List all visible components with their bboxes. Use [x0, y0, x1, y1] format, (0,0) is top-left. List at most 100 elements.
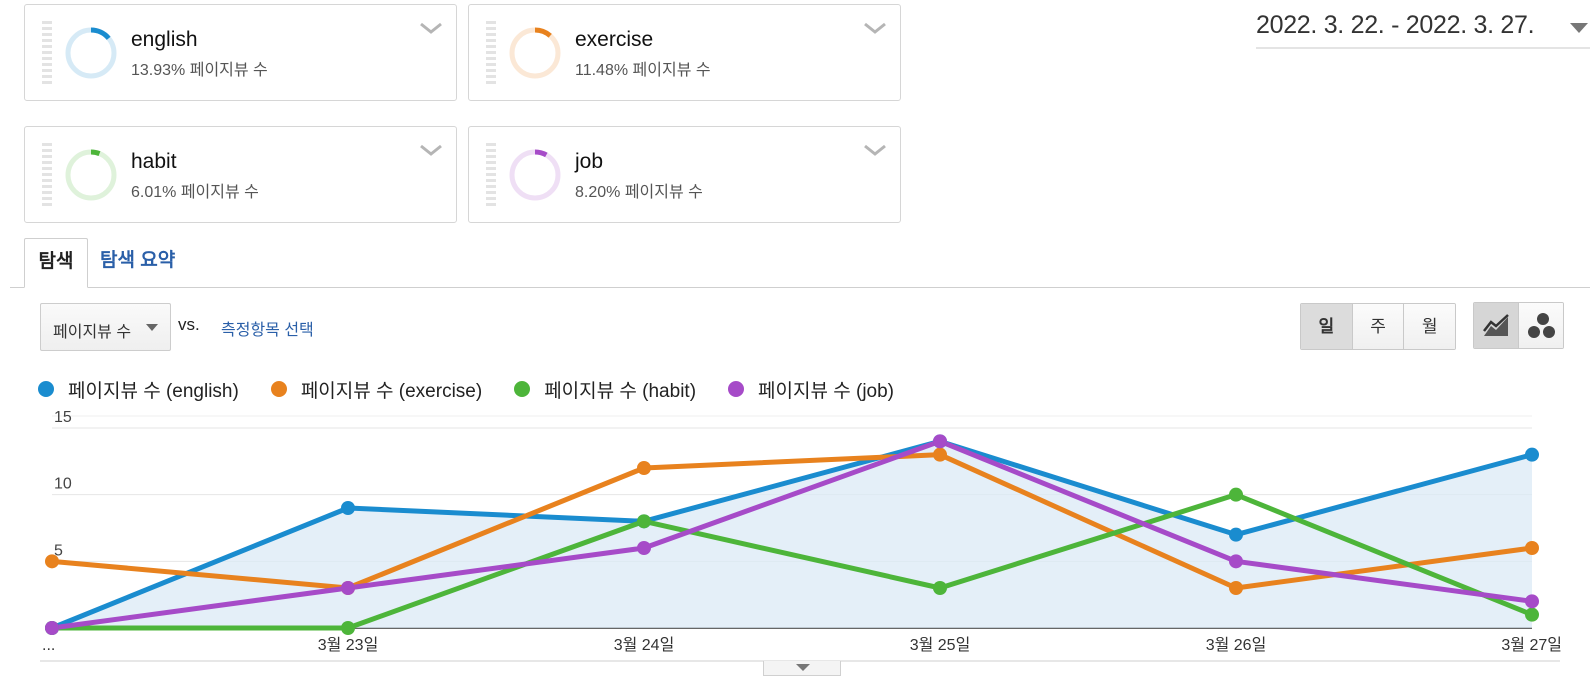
legend-label: 페이지뷰 수 (english)	[68, 380, 239, 402]
granularity-week-button[interactable]: 주	[1352, 304, 1405, 349]
expand-chart-button[interactable]	[763, 661, 841, 676]
y-tick-label: 5	[54, 542, 63, 559]
data-point	[341, 501, 355, 515]
segment-card-english[interactable]: english 13.93% 페이지뷰 수	[24, 4, 457, 101]
granularity-day-button[interactable]: 일	[1301, 304, 1353, 349]
ring-track	[65, 149, 117, 201]
segment-metric-label: 페이지뷰 수	[180, 184, 259, 201]
data-point	[45, 554, 59, 569]
vs-label: vs.	[178, 315, 200, 334]
ring-track	[509, 27, 561, 79]
data-point	[1229, 554, 1243, 569]
metric-dropdown-label: 페이지뷰 수	[53, 324, 132, 341]
select-metric-link[interactable]: 측정항목 선택	[221, 322, 314, 339]
tab-explorer[interactable]: 탐색	[24, 238, 88, 288]
chart-type-toggle	[1473, 302, 1564, 349]
segment-percent: 8.20%	[575, 184, 621, 201]
motion-chart-icon	[1528, 312, 1555, 338]
legend-label: 페이지뷰 수 (habit)	[544, 380, 697, 402]
legend-dot	[270, 381, 287, 397]
area-fill	[52, 441, 1532, 628]
x-tick-label: ...	[42, 637, 55, 654]
data-point	[1229, 527, 1243, 542]
line-chart-icon	[1483, 313, 1509, 336]
chevron-down-icon[interactable]	[862, 139, 888, 161]
data-point	[637, 541, 651, 555]
segment-percent: 6.01%	[131, 184, 177, 201]
y-tick-label: 10	[54, 476, 72, 493]
x-tick-label: 3월 25일	[910, 636, 971, 654]
data-point	[933, 434, 947, 449]
legend-item-habit[interactable]: 페이지뷰 수 (habit)	[514, 376, 696, 402]
data-point	[341, 581, 355, 595]
share-ring-chart	[65, 27, 117, 79]
data-point	[1229, 581, 1243, 595]
tab-explorer-summary[interactable]: 탐색 요약	[100, 250, 176, 271]
date-range-text: 2022. 3. 22. - 2022. 3. 27.	[1256, 11, 1535, 39]
segment-metric-label: 페이지뷰 수	[624, 184, 703, 201]
segment-name: habit	[131, 150, 177, 173]
ring-share-arc	[65, 27, 117, 79]
data-point	[637, 514, 651, 529]
data-point	[1525, 607, 1539, 622]
data-point	[1525, 594, 1539, 609]
segment-percent: 13.93%	[131, 62, 186, 79]
ring-share-arc	[509, 149, 561, 201]
share-ring-chart	[509, 27, 561, 79]
legend-dot	[38, 381, 54, 397]
line-chart-button[interactable]	[1474, 303, 1519, 348]
segment-share: 8.20% 페이지뷰 수	[575, 178, 703, 202]
segment-percent: 11.48%	[575, 62, 629, 79]
caret-down-icon	[796, 664, 810, 671]
legend-item-english[interactable]: 페이지뷰 수 (english)	[38, 376, 239, 402]
segment-share: 13.93% 페이지뷰 수	[131, 56, 268, 80]
ring-track	[509, 149, 561, 201]
caret-down-icon	[146, 324, 158, 331]
legend-item-job[interactable]: 페이지뷰 수 (job)	[728, 376, 894, 402]
ring-share-arc	[65, 149, 117, 201]
y-tick-label: 15	[54, 409, 72, 426]
granularity-month-button[interactable]: 월	[1404, 304, 1455, 349]
series-line	[51, 438, 1533, 631]
segment-metric-label: 페이지뷰 수	[189, 62, 268, 79]
drag-handle[interactable]	[42, 21, 52, 87]
metric-dropdown[interactable]: 페이지뷰 수	[40, 303, 171, 351]
legend-label: 페이지뷰 수 (job)	[758, 380, 894, 402]
segment-card-habit[interactable]: habit 6.01% 페이지뷰 수	[24, 126, 457, 223]
granularity-toggle: 일 주 월	[1300, 303, 1456, 350]
chevron-down-icon[interactable]	[418, 17, 444, 39]
data-point	[45, 621, 59, 635]
x-tick-label: 3월 26일	[1206, 636, 1267, 654]
segment-metric-label: 페이지뷰 수	[632, 62, 711, 79]
legend-dot	[728, 381, 745, 397]
x-tick-label: 3월 23일	[318, 636, 379, 654]
data-point	[933, 447, 947, 462]
legend-item-exercise[interactable]: 페이지뷰 수 (exercise)	[270, 376, 483, 402]
data-point	[1525, 541, 1539, 555]
segment-name: job	[575, 150, 604, 173]
segment-card-job[interactable]: job 8.20% 페이지뷰 수	[468, 126, 901, 223]
drag-handle[interactable]	[42, 143, 52, 209]
legend-label: 페이지뷰 수 (exercise)	[300, 380, 483, 402]
data-point	[933, 581, 947, 595]
chevron-down-icon[interactable]	[418, 139, 444, 161]
drag-handle[interactable]	[486, 21, 496, 87]
drag-handle[interactable]	[486, 143, 496, 209]
series-line	[51, 452, 1533, 591]
data-point	[341, 621, 355, 635]
chevron-down-icon[interactable]	[862, 17, 888, 39]
motion-chart-button[interactable]	[1519, 303, 1563, 348]
caret-down-icon	[1570, 23, 1588, 33]
segment-name: english	[131, 28, 198, 51]
chart-legend: 페이지뷰 수 (english) 페이지뷰 수 (exercise) 페이지뷰 …	[38, 376, 894, 402]
date-range-picker[interactable]: 2022. 3. 22. - 2022. 3. 27.	[1256, 9, 1590, 49]
share-ring-chart	[65, 149, 117, 201]
segment-share: 6.01% 페이지뷰 수	[131, 178, 259, 202]
share-ring-chart	[509, 149, 561, 201]
ring-share-arc	[509, 27, 561, 79]
data-point	[1525, 447, 1539, 462]
x-tick-label: 3월 27일	[1501, 636, 1562, 654]
segment-card-exercise[interactable]: exercise 11.48% 페이지뷰 수	[468, 4, 901, 101]
segment-name: exercise	[575, 28, 654, 51]
data-point	[637, 461, 651, 475]
